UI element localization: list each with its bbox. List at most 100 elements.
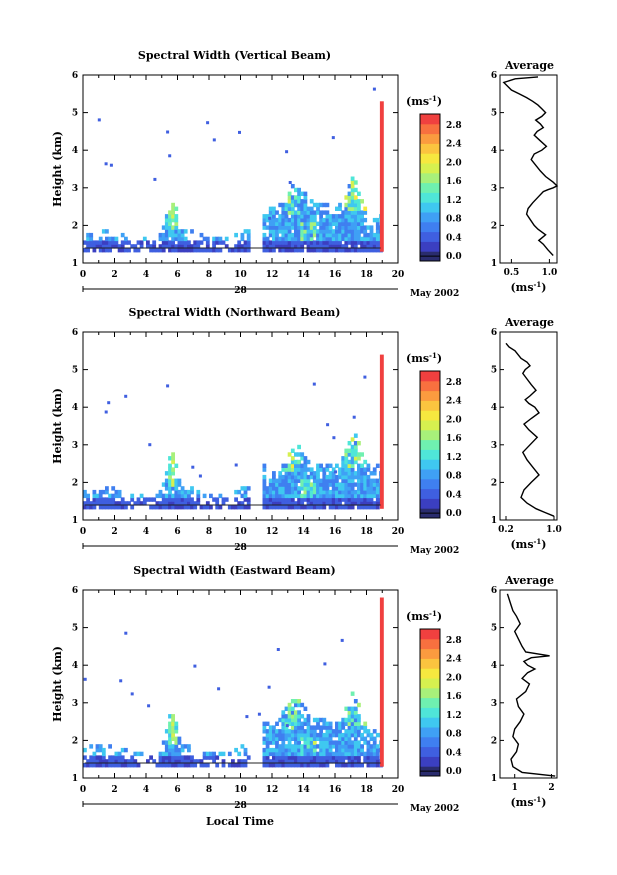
heatmap-cell: [350, 732, 355, 738]
heatmap-cell: [174, 229, 179, 234]
heatmap-cell: [98, 248, 103, 253]
heatmap-cell: [312, 248, 317, 253]
heatmap-cell: [164, 244, 169, 249]
heatmap-cell: [124, 240, 128, 245]
heatmap-cell: [196, 759, 201, 764]
heatmap-cell: [338, 725, 342, 730]
colorbar-frame: [419, 370, 441, 519]
heatmap-cell: [363, 505, 368, 510]
heatmap-cell: [322, 725, 327, 730]
heatmap-cell: [275, 489, 279, 495]
heatmap-cell: [114, 763, 119, 768]
heatmap-cell: [105, 759, 109, 764]
heatmap-cell: [316, 210, 320, 215]
heatmap-cell: [215, 240, 220, 245]
y-tick-label: 3: [72, 699, 78, 709]
heatmap-cell: [350, 755, 355, 760]
heatmap-cell: [287, 482, 292, 487]
heatmap-cell: [300, 248, 305, 253]
heatmap-cell: [297, 236, 301, 242]
heatmap-cell: [353, 721, 358, 726]
heatmap-cell: [350, 459, 355, 465]
heatmap-cell: [331, 505, 336, 510]
heatmap-cell: [319, 240, 323, 245]
heatmap-cell: [357, 456, 361, 461]
y-tick-label: 3: [72, 184, 78, 194]
heatmap-cell: [353, 225, 358, 230]
heatmap-cell: [171, 725, 175, 730]
heatmap-cell: [366, 755, 371, 760]
heatmap-cell: [108, 505, 112, 510]
heatmap-cell: [158, 763, 163, 768]
heatmap-cell: [357, 191, 361, 196]
heatmap-cell: [306, 236, 311, 242]
heatmap-cell: [158, 751, 163, 757]
colorbar-swatch: [420, 114, 440, 125]
heatmap-cell: [344, 221, 349, 226]
heatmap-cell: [168, 240, 172, 245]
heatmap-cell: [375, 478, 380, 483]
heatmap-cell: [347, 732, 352, 738]
heatmap-cell: [347, 474, 352, 480]
heatmap-cell: [300, 736, 305, 741]
heatmap-cell: [95, 497, 100, 502]
heatmap-cell: [240, 248, 245, 253]
heatmap-cell: [294, 202, 298, 208]
heatmap-cell: [174, 744, 179, 749]
heatmap-cell: [183, 229, 188, 234]
heatmap-cell: [341, 497, 346, 502]
heatmap-cell: [303, 706, 308, 711]
heatmap-cell: [322, 229, 327, 234]
heatmap-cell: [347, 184, 352, 189]
heatmap-cell: [174, 755, 179, 760]
heatmap-cell: [281, 463, 286, 468]
heatmap-cell: [174, 763, 179, 768]
heatmap-cell: [164, 482, 169, 487]
heatmap-cell: [347, 747, 352, 753]
colorbar-tick-label: 1.2: [446, 711, 462, 721]
heatmap-cell: [353, 474, 358, 480]
heatmap-cell: [319, 482, 323, 487]
heatmap-cell: [294, 467, 298, 472]
heatmap-cell: [341, 725, 346, 730]
heatmap-cell: [360, 497, 364, 502]
heatmap-cell: [303, 751, 308, 757]
heatmap-cell: [319, 486, 323, 491]
heatmap-cell: [281, 478, 286, 483]
heatmap-cell: [161, 225, 166, 230]
heatmap-cell: [322, 221, 327, 226]
heatmap-cell: [243, 497, 248, 502]
heatmap-cell: [124, 394, 128, 398]
heatmap-cell: [366, 482, 371, 487]
heatmap-cell: [303, 202, 308, 208]
heatmap-cell: [297, 747, 301, 753]
heatmap-cell: [290, 478, 295, 483]
heatmap-cell: [243, 751, 248, 757]
heatmap-cell: [306, 467, 311, 472]
heatmap-cell: [127, 248, 131, 253]
heatmap-cell: [180, 229, 185, 234]
heatmap-cell: [297, 463, 301, 468]
colorbar-swatch: [420, 658, 440, 669]
heatmap-cell: [191, 465, 195, 469]
heatmap-cell: [369, 248, 374, 253]
heatmap-cell: [319, 478, 323, 483]
heatmap-cell: [149, 248, 153, 253]
heatmap-cell: [284, 732, 289, 738]
heatmap-cell: [287, 206, 292, 211]
colorbar-swatch: [420, 478, 440, 490]
heatmap-cell: [309, 755, 314, 760]
heatmap-cell: [281, 232, 286, 238]
heatmap-cell: [375, 505, 380, 510]
heatmap-cell: [353, 751, 358, 757]
heatmap-cell: [284, 244, 289, 249]
heatmap-cell: [328, 736, 333, 741]
heatmap-cell: [240, 486, 245, 491]
heatmap-cell: [294, 751, 298, 757]
heatmap-cell: [303, 471, 308, 476]
heatmap-cell: [108, 248, 112, 253]
heatmap-cell: [363, 474, 368, 480]
average-x-tick-label: 0.5: [504, 268, 520, 278]
heatmap-cell: [174, 725, 179, 730]
heatmap-cell: [353, 493, 358, 499]
